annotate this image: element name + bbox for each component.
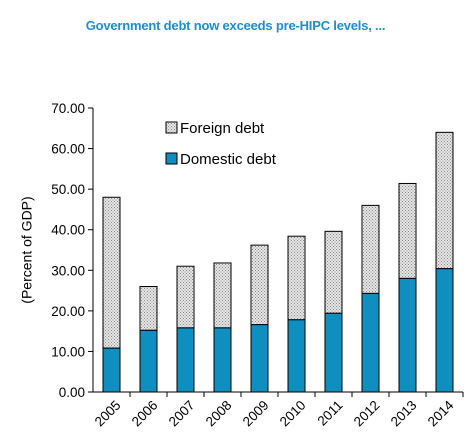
bar-foreign-debt xyxy=(176,265,195,329)
x-tick-label: 2012 xyxy=(351,398,383,430)
chart-title: Government debt now exceeds pre-HIPC lev… xyxy=(85,18,386,33)
legend-label: Domestic debt xyxy=(180,151,277,168)
y-tick-label: 10.00 xyxy=(51,344,85,359)
x-tick-label: 2009 xyxy=(240,398,272,430)
bar-domestic-debt xyxy=(287,319,306,393)
bar-domestic-debt xyxy=(324,312,343,393)
bar-domestic-debt xyxy=(139,329,158,393)
bar-domestic-debt xyxy=(398,277,417,393)
bar-domestic-debt xyxy=(213,327,232,393)
y-tick-label: 50.00 xyxy=(51,182,85,197)
legend-label: Foreign debt xyxy=(180,120,265,137)
x-tick-label: 2007 xyxy=(166,398,198,430)
x-tick-label: 2010 xyxy=(277,398,309,430)
bar-domestic-debt xyxy=(102,347,121,393)
legend-swatch-foreign-debt xyxy=(165,121,178,134)
legend-swatch-domestic-debt xyxy=(165,152,178,165)
x-tick-label: 2006 xyxy=(129,398,161,430)
bar-foreign-debt xyxy=(102,196,121,349)
bar-foreign-debt xyxy=(250,244,269,326)
legend: Foreign debt Domestic debt xyxy=(165,120,277,168)
bar-foreign-debt xyxy=(398,182,417,279)
bar-foreign-debt xyxy=(435,131,454,270)
y-tick-label: 20.00 xyxy=(51,304,85,319)
bar-domestic-debt xyxy=(176,327,195,393)
x-tick-label: 2011 xyxy=(314,398,345,429)
x-tick-label: 2013 xyxy=(388,398,420,430)
bar-domestic-debt xyxy=(361,292,380,393)
y-tick-label: 0.00 xyxy=(59,385,85,400)
y-tick-label: 60.00 xyxy=(51,142,85,157)
x-tick-label: 2005 xyxy=(92,398,124,430)
bar-foreign-debt xyxy=(361,204,380,294)
y-axis-label: (Percent of GDP) xyxy=(19,196,35,303)
x-tick-label: 2014 xyxy=(425,397,457,429)
bar-foreign-debt xyxy=(139,286,158,331)
bar-domestic-debt xyxy=(435,268,454,393)
bar-foreign-debt xyxy=(287,235,306,321)
bar-foreign-debt xyxy=(213,262,232,329)
bar-domestic-debt xyxy=(250,324,269,393)
x-tick-label: 2008 xyxy=(203,398,235,430)
y-tick-label: 70.00 xyxy=(51,101,85,116)
y-tick-label: 30.00 xyxy=(51,263,85,278)
bar-foreign-debt xyxy=(324,230,343,314)
y-tick-label: 40.00 xyxy=(51,223,85,238)
